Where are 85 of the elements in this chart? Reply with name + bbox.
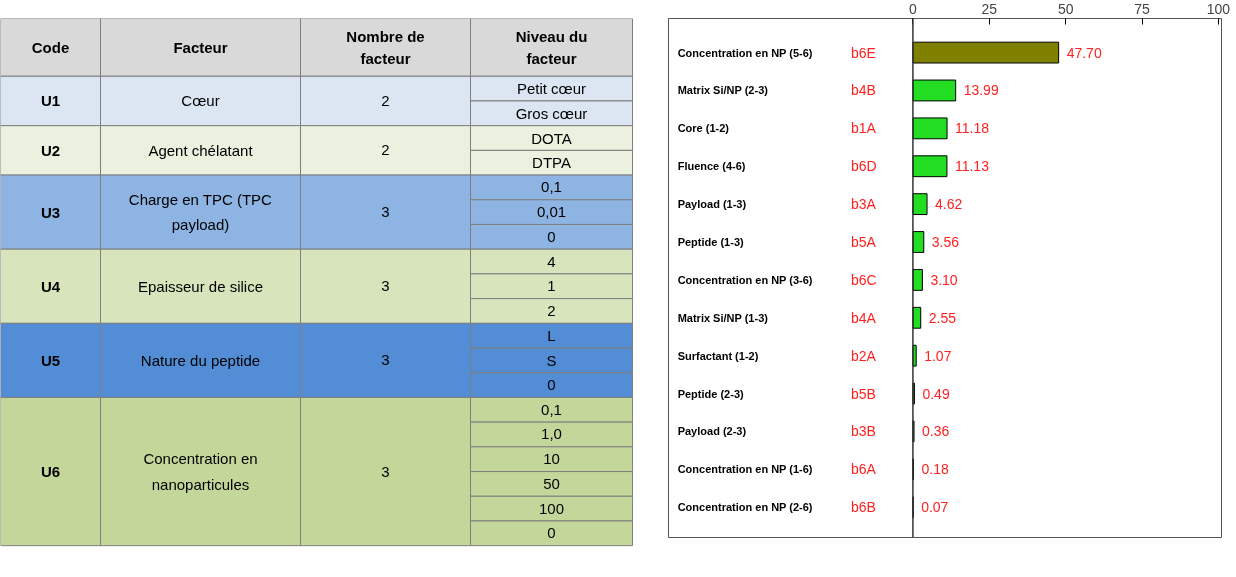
text: 3 [381,277,390,295]
y-tick-label: Peptide (1-3) [677,236,745,249]
annotation: b6D [850,158,877,175]
text: 100 [538,499,565,517]
y-tick-label: Concentration en NP (2-6) [677,501,813,514]
text: Petit cœur [516,80,587,98]
y-tick-label: Concentration en NP (3-6) [677,273,813,286]
y-tick-label: Fluence (4-6) [677,160,746,173]
text: U5 [40,351,61,369]
y-tick-label: Core (1-2) [677,122,730,135]
y-tick-label: Matrix Si/NP (1-3) [677,311,769,324]
text: Epaisseur de silice [137,277,264,295]
text: Gros cœur [515,104,588,122]
text: 50 [543,474,560,492]
annotation: b6B [850,499,876,516]
text: Nature du peptide [140,351,261,369]
text: S [546,351,557,369]
data-label: 0.07 [921,499,949,516]
annotation: b5B [850,385,876,402]
text: U6 [40,463,61,481]
data-label: 1.07 [924,347,952,364]
text: 1 [547,277,556,295]
annotation: b1A [850,120,877,137]
text: U4 [40,277,61,295]
text: 0 [547,376,556,394]
text: Niveau du facteur [515,27,588,67]
data-label: 3.56 [931,234,960,251]
text: Charge en TPC (TPC payload) [128,190,273,234]
data-label: 0.18 [921,461,949,478]
text: 2 [547,301,556,319]
text: 3 [381,351,390,369]
text: Code [31,38,70,56]
text: DOTA [531,129,572,147]
y-tick-label: Concentration en NP (1-6) [677,463,813,476]
text: 0 [547,524,556,542]
text: 3 [381,462,390,480]
annotation: b6C [850,271,877,288]
x-tick-label: 25 [981,0,998,17]
text: 1,0 [541,425,562,443]
x-tick-label: 0 [909,0,918,17]
data-label: 4.62 [935,196,963,213]
y-tick-label: Payload (1-3) [677,198,747,211]
text: Facteur [173,38,228,56]
annotation: b3B [850,423,876,440]
data-label: 13.99 [963,82,999,99]
x-tick-label: 75 [1134,0,1151,17]
data-label: 11.18 [955,120,990,137]
y-tick-label: Concentration en NP (5-6) [677,46,813,59]
data-label: 11.13 [954,158,990,175]
y-tick-label: Matrix Si/NP (2-3) [677,84,769,97]
annotation: b6E [850,44,876,61]
data-label: 0.36 [922,423,950,440]
data-label: 3.10 [930,271,958,288]
annotation: b4A [850,309,877,326]
text: Nombre de facteur [346,27,425,67]
text: U1 [40,92,61,110]
text: 4 [547,252,556,270]
annotation: b6A [850,461,877,478]
y-tick-label: Payload (2-3) [677,425,747,438]
annotation: b3A [850,196,877,213]
text: U3 [40,203,61,221]
text: 0,1 [541,400,562,418]
text: U2 [40,141,61,159]
annotation: b4B [850,82,876,99]
data-label: 47.70 [1066,44,1102,61]
y-tick-label: Peptide (2-3) [677,387,745,400]
data-label: 2.55 [928,309,957,326]
text: Cœur [181,92,220,110]
text: 3 [381,203,390,221]
data-label: 0.49 [922,385,950,402]
x-tick-label: 50 [1057,0,1074,17]
text: Concentration en nanoparticules [143,450,258,493]
y-tick-label: Surfactant (1-2) [677,349,759,362]
text: Agent chélatant [148,141,254,159]
text: 2 [381,91,390,109]
text: DTPA [532,154,571,172]
annotation: b2A [850,347,877,364]
text: 2 [381,141,390,159]
x-tick-label: 100 [1206,0,1231,17]
annotation: b5A [850,234,877,251]
text: 0,1 [541,178,562,196]
text: 10 [543,450,560,468]
text: 0 [547,227,556,245]
text: 0,01 [536,203,567,221]
text: L [547,327,556,345]
